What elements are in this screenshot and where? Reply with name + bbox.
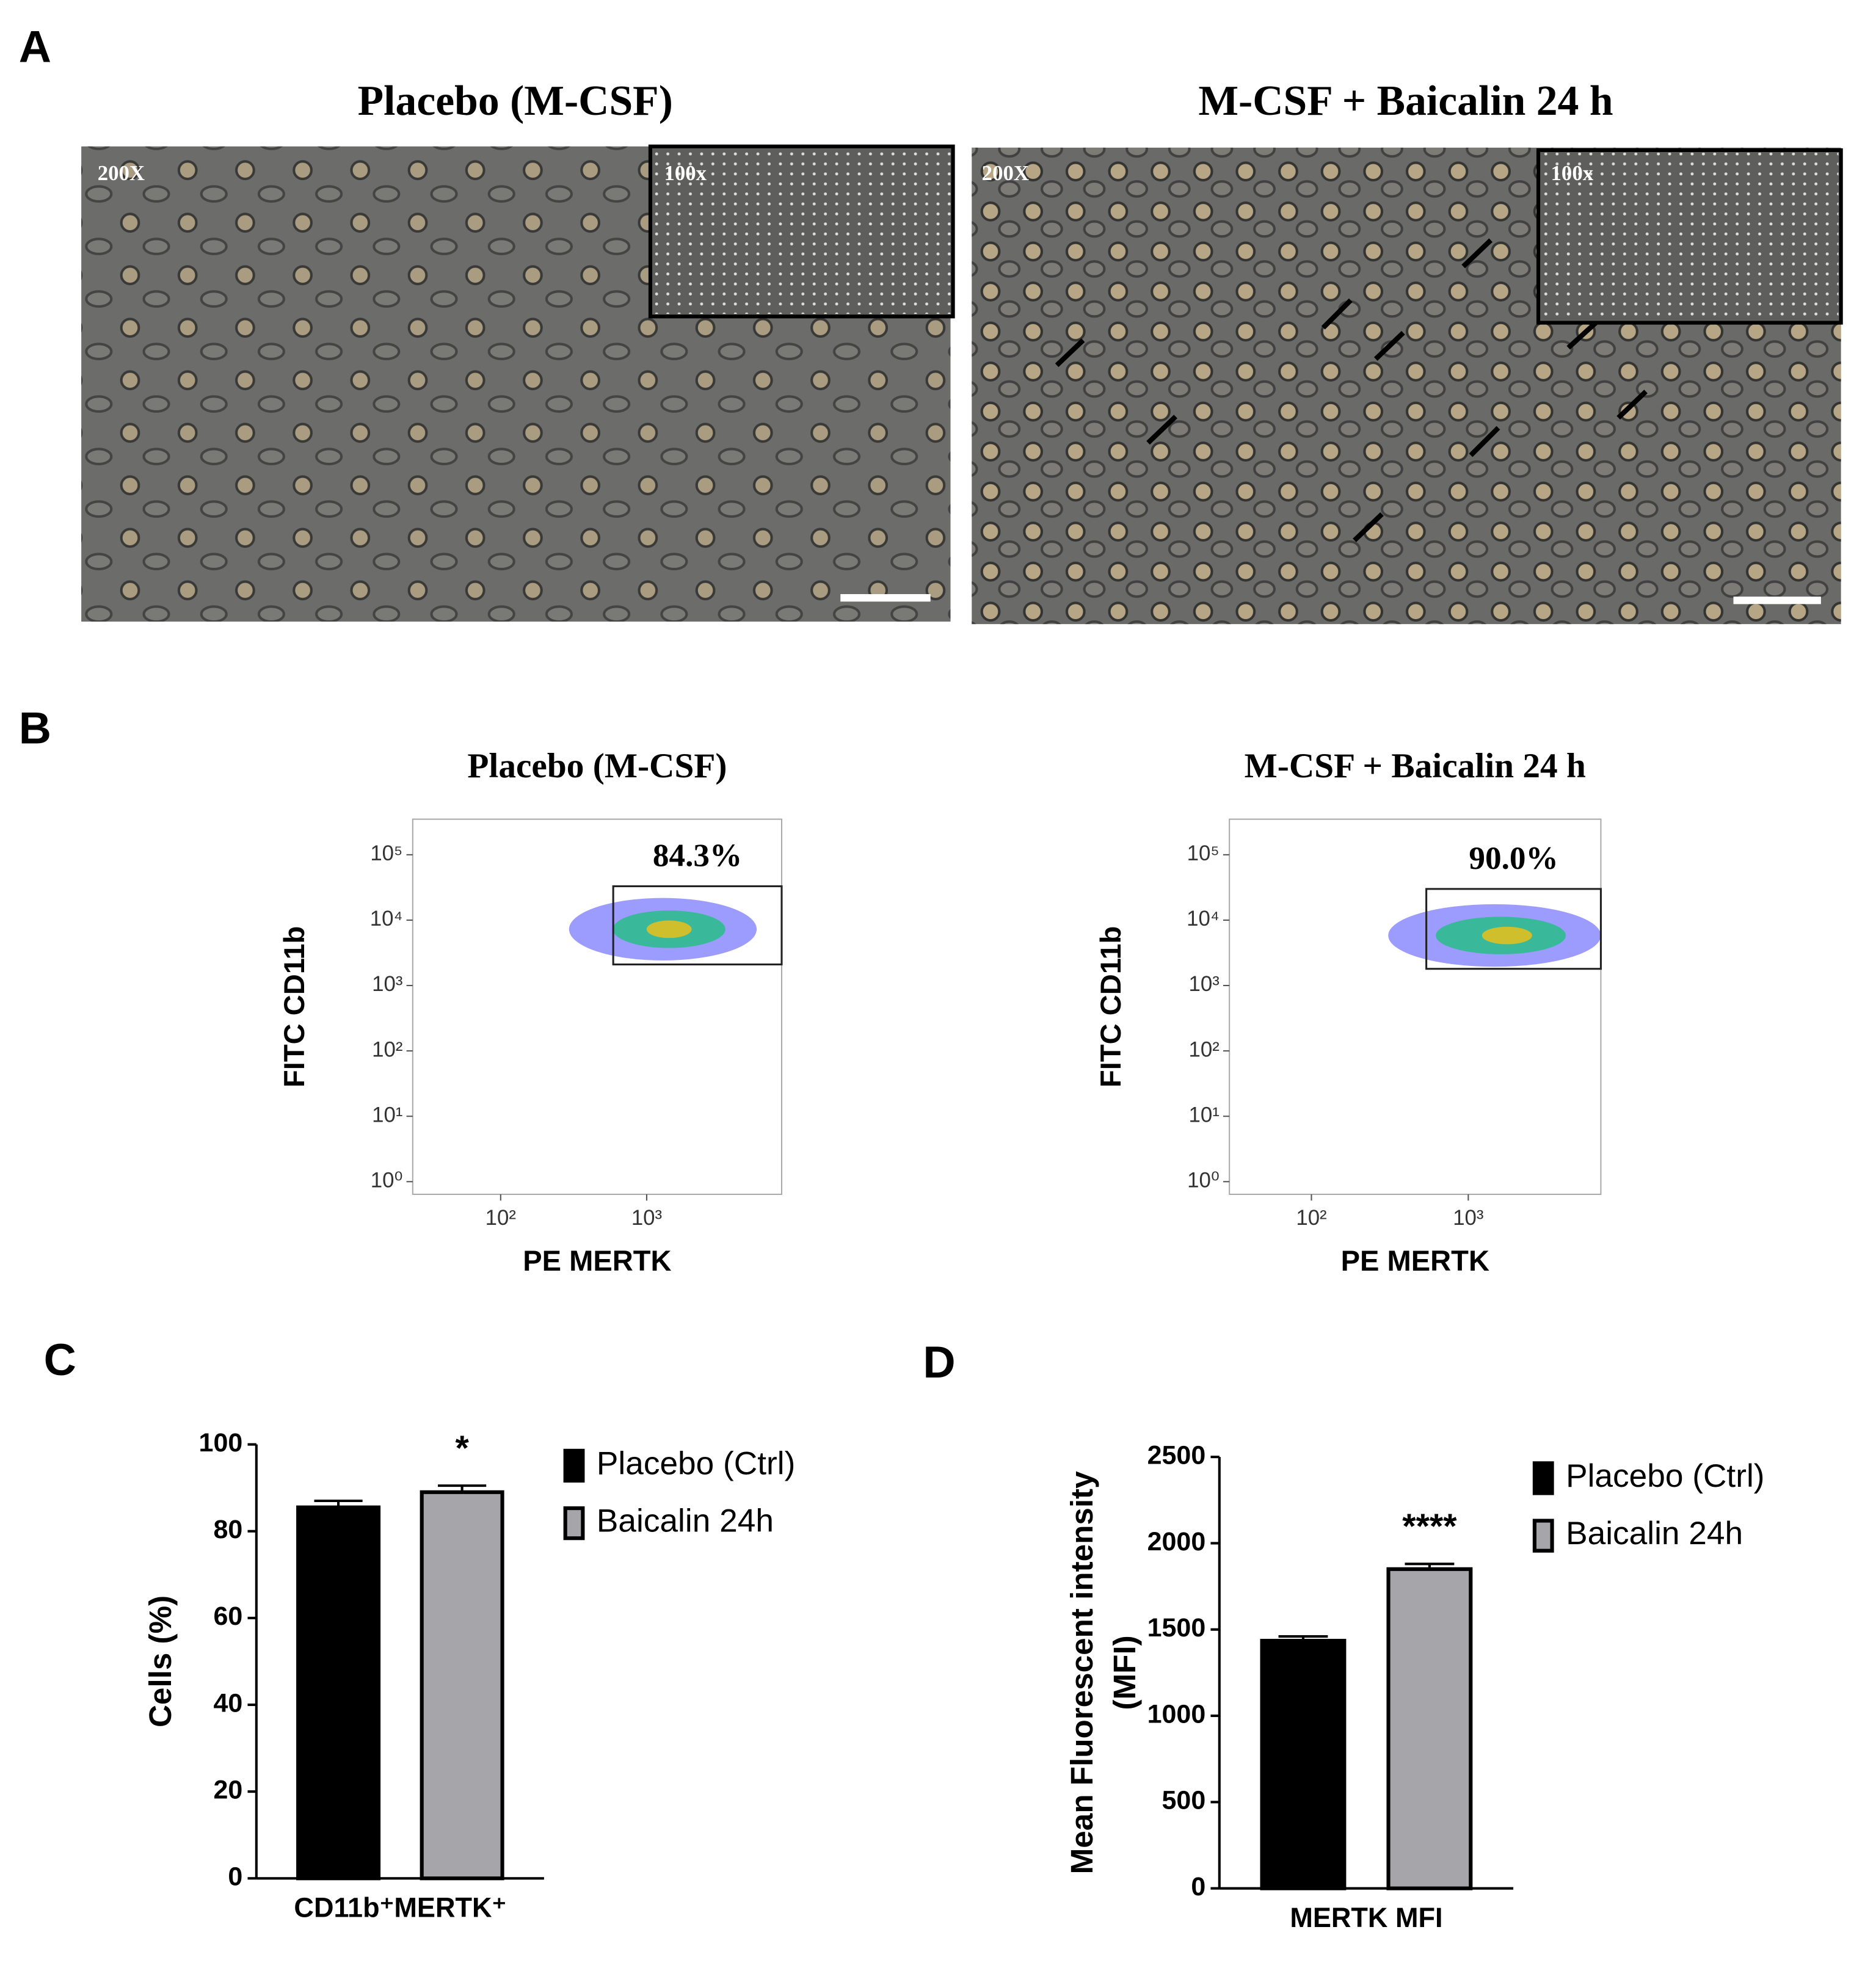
gate: [1425, 888, 1602, 970]
event-cloud: [569, 898, 1601, 967]
x-tick-label: MERTK MFI: [1290, 1902, 1442, 1933]
bar: [420, 1490, 504, 1881]
x-tick-label: 10²: [485, 1206, 516, 1230]
y-axis-label: FITC CD11b: [278, 926, 310, 1087]
legend-swatch: [563, 1506, 585, 1541]
x-tick-label: CD11b⁺MERTK⁺: [294, 1892, 506, 1923]
y-tick-label: 10¹: [1189, 1103, 1220, 1127]
magnification: 200X: [982, 161, 1029, 185]
chart-title: Placebo (M-CSF): [467, 747, 727, 785]
y-tick-label: 10⁰: [1187, 1168, 1220, 1192]
legend-label: Placebo (Ctrl): [597, 1445, 795, 1481]
image-title: Placebo (M-CSF): [358, 78, 673, 125]
chart-title: M-CSF + Baicalin 24 h: [1245, 747, 1586, 785]
y-tick-label: 60: [213, 1602, 242, 1631]
plot-frame: [1229, 818, 1602, 1196]
y-tick-label: 1500: [1147, 1613, 1206, 1643]
y-tick-label: 100: [199, 1428, 243, 1457]
significance: ****: [1402, 1507, 1457, 1546]
bar: [1260, 1639, 1347, 1890]
panel-label: C: [44, 1334, 76, 1385]
y-axis-label: FITC CD11b: [1094, 926, 1127, 1087]
y-tick-label: 2000: [1147, 1527, 1206, 1556]
inset-cells: [653, 148, 951, 314]
y-axis-label: Mean Fluorescent intensity: [1064, 1471, 1099, 1874]
x-tick-label: 10³: [1453, 1206, 1483, 1230]
y-tick-label: 10³: [372, 972, 402, 996]
y-tick-label: 10²: [1189, 1037, 1220, 1061]
y-axis-label: Cells (%): [143, 1595, 178, 1727]
y-tick-label: 500: [1162, 1786, 1206, 1815]
bar: [1386, 1567, 1473, 1890]
magnification: 200X: [98, 161, 145, 185]
legend-swatch: [1532, 1461, 1554, 1495]
legend-label: Baicalin 24h: [1566, 1515, 1743, 1552]
significance: *: [455, 1429, 469, 1468]
y-tick-label: 10⁵: [370, 841, 402, 865]
y-tick-label: 1000: [1147, 1699, 1206, 1729]
y-tick-label: 2500: [1147, 1440, 1206, 1470]
y-tick-label: 10⁵: [1187, 841, 1220, 865]
legend-swatch: [563, 1448, 585, 1483]
inset-magnification: 100x: [664, 161, 707, 185]
y-tick-label: 10³: [1189, 972, 1220, 996]
plot-frame: [412, 818, 783, 1196]
panel-label: A: [19, 21, 51, 72]
x-tick-label: 10²: [1296, 1206, 1326, 1230]
x-axis-label: PE MERTK: [523, 1244, 671, 1277]
bar: [296, 1505, 381, 1881]
y-tick-label: 20: [213, 1776, 242, 1805]
y-tick-label: 10²: [372, 1037, 402, 1061]
y-tick-label: 0: [228, 1862, 242, 1892]
legend-label: Baicalin 24h: [597, 1503, 774, 1539]
y-axis-label: (MFI): [1107, 1635, 1142, 1710]
inset-magnification: 100x: [1551, 161, 1594, 185]
legend-swatch: [1532, 1519, 1554, 1553]
y-tick-label: 40: [213, 1688, 242, 1718]
y-tick-label: 10⁰: [371, 1168, 403, 1192]
gate-percentage: 84.3%: [653, 838, 742, 874]
image-title: M-CSF + Baicalin 24 h: [1198, 78, 1613, 125]
y-tick-label: 0: [1191, 1872, 1205, 1901]
y-tick-label: 10⁴: [1187, 907, 1220, 931]
arrows: [1055, 238, 1648, 542]
gate-percentage: 90.0%: [1469, 840, 1558, 876]
inset-cells: [1541, 153, 1839, 321]
panel-label: D: [923, 1337, 955, 1387]
x-tick-label: 10³: [631, 1206, 662, 1230]
y-tick-label: 10⁴: [370, 907, 403, 931]
panel-label: B: [19, 703, 51, 753]
gate: [612, 885, 783, 966]
y-tick-label: 10¹: [372, 1103, 402, 1127]
x-axis-label: PE MERTK: [1341, 1244, 1489, 1277]
legend-label: Placebo (Ctrl): [1566, 1458, 1764, 1494]
y-tick-label: 80: [213, 1515, 242, 1544]
